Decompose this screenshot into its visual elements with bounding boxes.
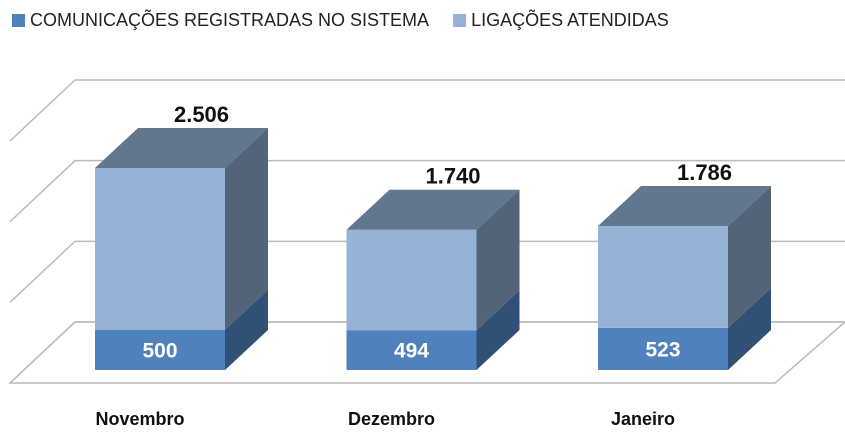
data-label: 494 xyxy=(394,340,429,363)
bar-front xyxy=(95,168,225,330)
bar-side xyxy=(728,287,771,370)
bar-front xyxy=(346,330,477,370)
x-tick-label: Dezembro xyxy=(348,409,435,429)
grid-line xyxy=(9,240,845,303)
legend-label: LIGAÇÕES ATENDIDAS xyxy=(471,9,669,30)
x-tick-label: Novembro xyxy=(95,409,184,429)
data-label: 523 xyxy=(645,338,680,361)
bar-top xyxy=(598,186,771,227)
bar-front xyxy=(598,327,728,370)
legend-swatch xyxy=(12,14,25,27)
bar-side xyxy=(476,290,520,370)
bar-front xyxy=(598,226,728,328)
bar-top xyxy=(95,128,268,168)
bar-side xyxy=(476,189,520,331)
total-label: 1.740 xyxy=(425,164,480,189)
bar-front xyxy=(346,229,477,331)
bar-side xyxy=(728,186,771,328)
bar-side xyxy=(225,128,268,330)
total-label: 1.786 xyxy=(677,160,732,185)
grid-line xyxy=(9,321,845,384)
data-label: 500 xyxy=(142,339,177,362)
legend-label: COMUNICAÇÕES REGISTRADAS NO SISTEMA xyxy=(30,9,429,30)
grid-line xyxy=(9,79,845,142)
grid-line xyxy=(9,159,845,223)
bar-side xyxy=(225,289,268,370)
total-label: 2.506 xyxy=(174,102,229,127)
bar-top xyxy=(346,189,520,230)
x-tick-label: Janeiro xyxy=(611,409,675,429)
bar-front xyxy=(95,329,225,370)
legend-swatch xyxy=(453,14,467,27)
